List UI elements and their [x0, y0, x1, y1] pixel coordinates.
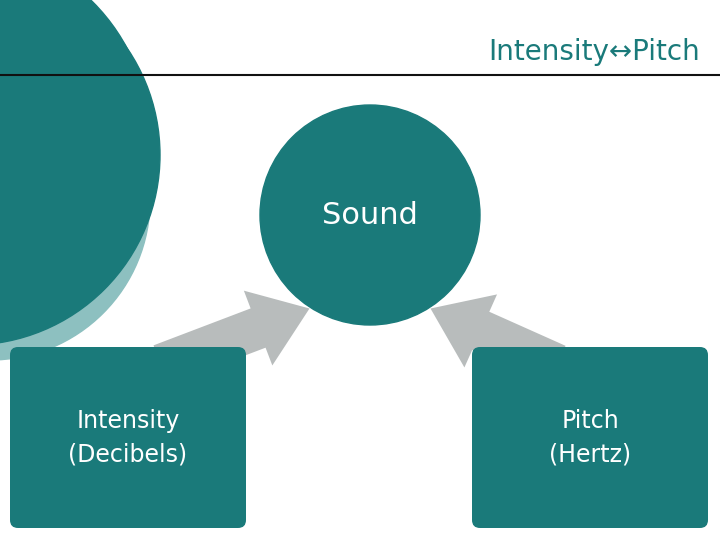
Text: Intensity
(Decibels): Intensity (Decibels)	[68, 409, 188, 466]
Circle shape	[0, 40, 150, 360]
Text: Pitch
(Hertz): Pitch (Hertz)	[549, 409, 631, 466]
Circle shape	[260, 105, 480, 325]
Polygon shape	[431, 294, 566, 384]
Polygon shape	[153, 291, 310, 384]
Text: Sound: Sound	[322, 200, 418, 230]
Circle shape	[0, 0, 160, 345]
Text: Intensity↔Pitch: Intensity↔Pitch	[488, 38, 700, 66]
FancyBboxPatch shape	[472, 347, 708, 528]
FancyBboxPatch shape	[10, 347, 246, 528]
Circle shape	[0, 0, 150, 335]
